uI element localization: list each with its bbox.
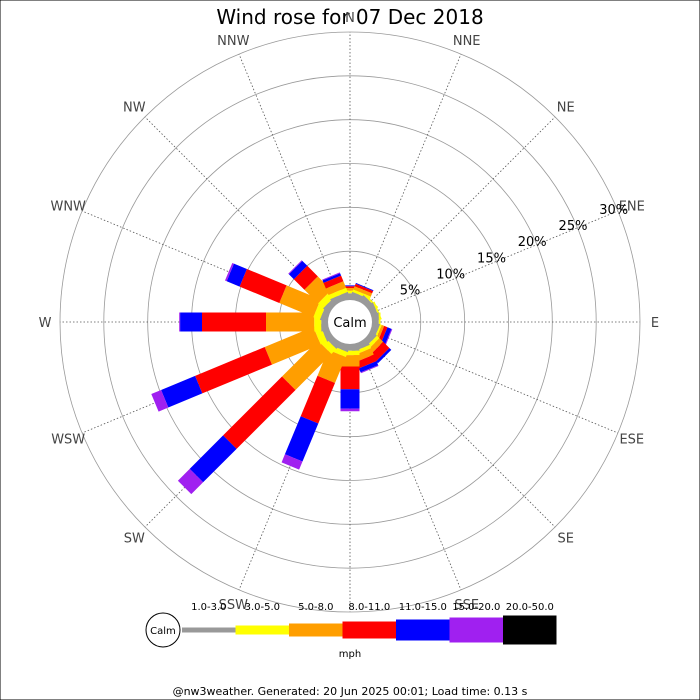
legend-calm-label: Calm — [150, 626, 176, 637]
legend-swatch-8.0-11.0 — [342, 621, 396, 639]
bar-sw-11.0-15.0 — [189, 435, 237, 483]
bar-ssw-5.0-8.0 — [317, 349, 346, 383]
bar-wnw-11.0-15.0 — [226, 263, 247, 287]
percent-label-20: 20% — [518, 235, 547, 250]
bar-nne-11.0-15.0 — [355, 282, 374, 291]
direction-label-ese: ESE — [619, 433, 644, 448]
bar-wnw-15.0-20.0 — [225, 263, 234, 282]
direction-label-n: N — [345, 11, 355, 26]
percent-label-15: 15% — [477, 251, 506, 266]
legend-label-1.0-3.0: 1.0-3.0 — [191, 602, 226, 613]
bar-sw-5.0-8.0 — [282, 340, 332, 390]
direction-label-nnw: NNW — [217, 34, 249, 49]
legend-swatch-11.0-15.0 — [396, 619, 450, 641]
direction-label-ssw: SSW — [219, 598, 249, 613]
percent-label-10: 10% — [436, 268, 465, 283]
bar-nnw-11.0-15.0 — [322, 273, 342, 283]
bar-nnw-15.0-20.0 — [322, 272, 341, 281]
bar-ese-15.0-20.0 — [384, 328, 393, 347]
bar-nnw-8.0-11.0 — [323, 275, 344, 289]
legend-label-11.0-15.0: 11.0-15.0 — [399, 602, 447, 613]
legend-swatch-3.0-5.0 — [235, 625, 289, 635]
percent-label-25: 25% — [559, 219, 588, 234]
bar-ssw-15.0-20.0 — [281, 454, 303, 470]
bar-s-8.0-11.0 — [340, 366, 360, 390]
bar-se-11.0-15.0 — [376, 348, 392, 364]
bar-wnw-5.0-8.0 — [279, 285, 321, 318]
direction-label-ne: NE — [557, 100, 575, 115]
bar-s-15.0-20.0 — [340, 408, 360, 412]
bar-nw-8.0-11.0 — [293, 265, 318, 290]
legend-swatch-15.0-20.0 — [449, 617, 503, 643]
bar-w-8.0-11.0 — [202, 312, 266, 332]
direction-label-nne: NNE — [453, 34, 481, 49]
direction-label-w: W — [39, 316, 52, 331]
percent-labels: 5% 10% 15% 20% 25% 30% — [400, 203, 628, 299]
footer: @nw3weather. Generated: 20 Jun 2025 00:0… — [173, 685, 528, 698]
direction-label-ene: ENE — [619, 199, 645, 214]
bar-wsw-5.0-8.0 — [264, 326, 321, 365]
bar-sse-15.0-20.0 — [360, 365, 379, 374]
bar-s-11.0-15.0 — [340, 389, 360, 409]
legend-unit: mph — [339, 649, 361, 660]
bar-sse-8.0-11.0 — [356, 354, 377, 369]
bar-nnw-3.0-5.0 — [328, 287, 348, 300]
legend-label-5.0-8.0: 5.0-8.0 — [298, 602, 333, 613]
percent-label-5: 5% — [400, 284, 421, 299]
direction-label-wsw: WSW — [51, 433, 85, 448]
bar-nne-8.0-11.0 — [354, 283, 374, 294]
wind-bars — [151, 260, 393, 495]
direction-label-se: SE — [557, 532, 573, 547]
bar-sw-15.0-20.0 — [177, 468, 204, 495]
legend-calm-circle — [145, 612, 181, 648]
bar-ssw-11.0-15.0 — [284, 416, 319, 462]
bar-ssw-8.0-11.0 — [300, 375, 335, 424]
bar-wnw-8.0-11.0 — [239, 269, 287, 303]
direction-label-e: E — [651, 316, 659, 331]
bar-nne-5.0-8.0 — [353, 286, 373, 297]
bar-sse-11.0-15.0 — [358, 361, 379, 373]
bar-nw-5.0-8.0 — [304, 276, 332, 304]
legend-label-20.0-50.0: 20.0-50.0 — [506, 602, 554, 613]
legend-swatch-20.0-50.0 — [503, 615, 557, 645]
direction-label-wnw: WNW — [50, 199, 86, 214]
bar-sw-8.0-11.0 — [223, 376, 296, 449]
legend-swatch-5.0-8.0 — [289, 623, 343, 637]
direction-labels: NNNENEENEEESESESSESSSWSWWSWWWNWNWNNW — [39, 11, 660, 636]
bar-nw-15.0-20.0 — [288, 260, 303, 275]
calm-circle-group: Calm — [328, 300, 372, 344]
bar-w-5.0-8.0 — [266, 312, 315, 332]
calm-circle — [328, 300, 372, 344]
calm-label: Calm — [333, 316, 366, 331]
legend: Calm 1.0-3.0 3.0-5.0 5.0-8.0 8.0-11.0 11.0-15… — [145, 602, 557, 660]
bar-w-15.0-20.0 — [179, 312, 181, 332]
direction-label-sw: SW — [124, 532, 145, 547]
direction-label-sse: SSE — [454, 598, 479, 613]
direction-label-nw: NW — [123, 100, 146, 115]
bar-w-11.0-15.0 — [180, 312, 202, 332]
legend-label-15.0-20.0: 15.0-20.0 — [452, 602, 500, 613]
bar-nnw-5.0-8.0 — [325, 281, 347, 295]
bar-wsw-11.0-15.0 — [161, 375, 203, 408]
legend-label-3.0-5.0: 3.0-5.0 — [245, 602, 280, 613]
bar-wsw-15.0-20.0 — [151, 390, 169, 412]
legend-label-8.0-11.0: 8.0-11.0 — [348, 602, 390, 613]
legend-swatch-1.0-3.0 — [182, 627, 236, 633]
bar-nw-11.0-15.0 — [288, 260, 308, 280]
bar-wsw-8.0-11.0 — [195, 347, 272, 394]
bar-se-8.0-11.0 — [369, 341, 390, 362]
chart-title: Wind rose for 07 Dec 2018 — [216, 5, 483, 29]
grid-circle-5 — [103, 75, 597, 569]
percent-label-30: 30% — [599, 203, 628, 218]
bar-nnw-1.0-3.0 — [330, 291, 351, 308]
